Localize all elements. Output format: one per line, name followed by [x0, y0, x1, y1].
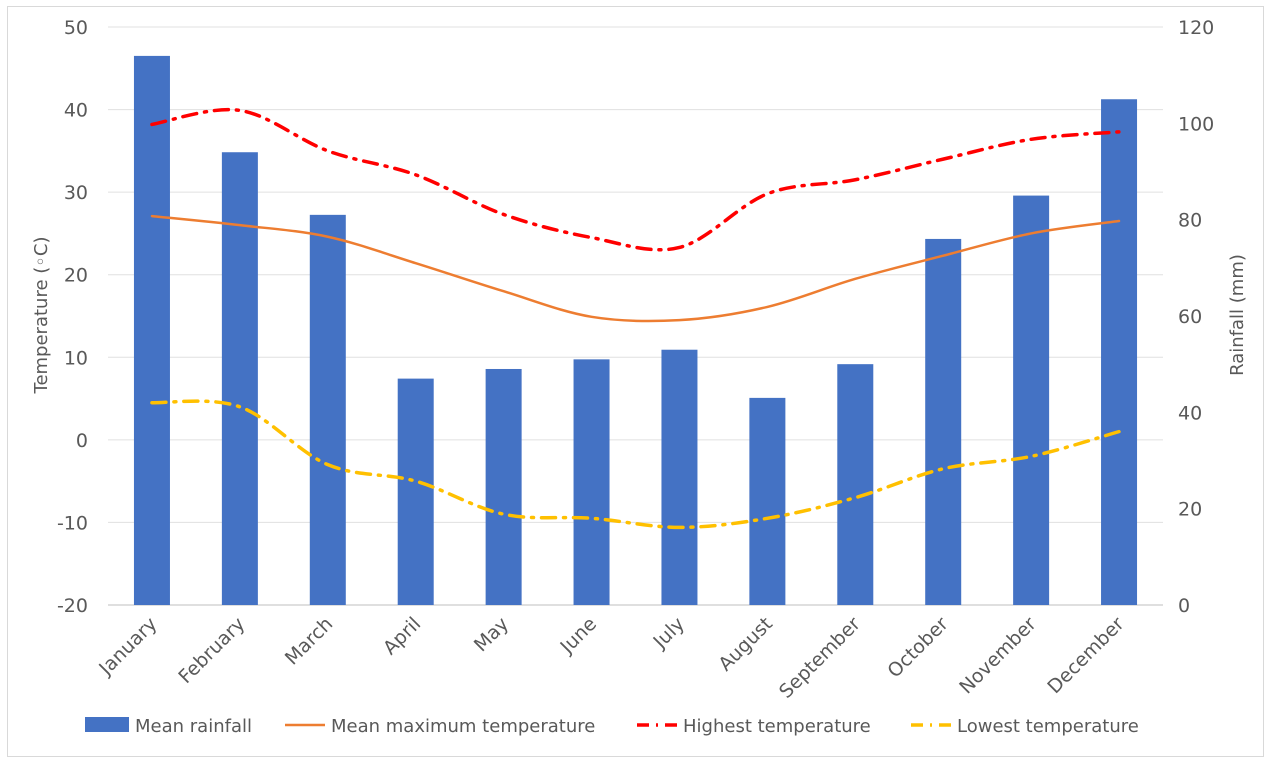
- legend-label: Highest temperature: [683, 716, 871, 737]
- x-tick-label: May: [470, 613, 513, 656]
- left-tick-label: -20: [57, 595, 88, 617]
- x-tick-label: July: [649, 613, 689, 653]
- rainfall-bar: [661, 349, 698, 605]
- right-tick-label: 0: [1178, 595, 1190, 617]
- right-tick-label: 120: [1178, 17, 1214, 39]
- x-tick-label: June: [556, 613, 602, 659]
- rainfall-bar: [309, 214, 346, 605]
- x-tick-label: September: [775, 613, 865, 703]
- x-axis-ticks: January February March April May June July Augu…: [94, 613, 1128, 703]
- left-tick-label: -10: [57, 512, 88, 534]
- left-tick-label: 0: [76, 430, 88, 452]
- chart-frame: [7, 6, 1264, 757]
- rainfall-bar: [573, 359, 610, 605]
- x-tick-label: December: [1043, 613, 1128, 698]
- legend: Mean rainfall Mean maximum temperature Hig…: [85, 716, 1139, 737]
- legend-label: Mean rainfall: [135, 716, 252, 737]
- series-line-1: [150, 107, 1121, 252]
- rainfall-bar: [397, 378, 434, 605]
- left-tick-label: 10: [64, 347, 88, 369]
- x-tick-label: October: [883, 613, 952, 682]
- left-tick-label: 30: [64, 182, 88, 204]
- rainfall-bar: [749, 397, 786, 605]
- left-axis-title: Temperature (◦C): [31, 237, 52, 395]
- series-line-0: [150, 214, 1121, 323]
- left-tick-label: 20: [64, 265, 88, 287]
- right-axis-ticks: 0 20 40 60 80 100 120: [1178, 17, 1214, 617]
- x-tick-label: February: [174, 613, 249, 688]
- rainfall-bar: [485, 368, 522, 605]
- x-tick-label: November: [955, 613, 1041, 699]
- right-tick-label: 100: [1178, 113, 1214, 135]
- rainfall-bar: [925, 238, 962, 605]
- right-tick-label: 60: [1178, 306, 1202, 328]
- left-tick-label: 40: [64, 100, 88, 122]
- legend-swatch-bar: [85, 717, 129, 732]
- rainfall-bar: [1013, 195, 1050, 606]
- gridlines: [108, 26, 1163, 606]
- series-line-2: [150, 399, 1121, 530]
- rainfall-bar: [221, 152, 258, 605]
- temperature-lines: [150, 107, 1121, 530]
- right-axis-title: Rainfall (mm): [1227, 254, 1248, 376]
- right-tick-label: 20: [1178, 499, 1202, 521]
- rainfall-bar: [133, 55, 170, 605]
- left-tick-label: 50: [64, 17, 88, 39]
- right-tick-label: 80: [1178, 210, 1202, 232]
- rainfall-bar: [837, 364, 874, 605]
- left-axis-ticks: -20 -10 0 10 20 30 40 50: [57, 17, 88, 617]
- x-tick-label: August: [714, 613, 777, 676]
- x-tick-label: March: [281, 613, 338, 670]
- x-tick-label: April: [379, 613, 425, 659]
- x-tick-label: January: [94, 613, 161, 680]
- legend-label: Lowest temperature: [957, 716, 1139, 737]
- right-tick-label: 40: [1178, 402, 1202, 424]
- legend-label: Mean maximum temperature: [331, 716, 595, 737]
- rainfall-bar: [1101, 99, 1138, 605]
